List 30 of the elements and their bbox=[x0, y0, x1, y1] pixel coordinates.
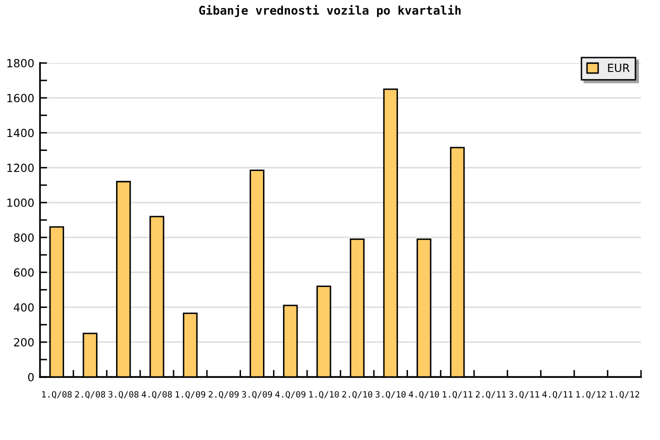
x-tick-label: 3.Q/10 bbox=[376, 391, 406, 399]
x-tick-label: 1.Q/12 bbox=[610, 391, 640, 399]
x-tick-label: 4.Q/11 bbox=[542, 391, 572, 399]
x-tick-label: 2.Q/09 bbox=[208, 391, 239, 399]
x-tick-label: 4.Q/09 bbox=[275, 391, 306, 399]
x-tick-label: 3.Q/08 bbox=[108, 391, 138, 399]
y-tick-label: 1200 bbox=[7, 164, 34, 172]
y-tick-label: 800 bbox=[14, 233, 34, 242]
x-tick-label: 2.Q/10 bbox=[342, 391, 372, 399]
y-tick-label: 1800 bbox=[7, 58, 34, 68]
x-tick-label: 4.Q/10 bbox=[408, 391, 439, 399]
x-tick-label: 4.Q/08 bbox=[142, 391, 172, 399]
x-tick-label: 3.Q/09 bbox=[242, 391, 272, 399]
x-tick-label: 2.Q/08 bbox=[75, 391, 106, 399]
x-tick-label: 1.Q/09 bbox=[176, 391, 206, 399]
y-tick-label: 1400 bbox=[7, 128, 34, 138]
x-tick-label: 1.Q/11 bbox=[442, 391, 472, 399]
y-tick-label: 600 bbox=[14, 268, 34, 277]
x-tick-label: 2.Q/11 bbox=[476, 391, 506, 399]
y-tick-label: 1000 bbox=[7, 198, 34, 207]
x-tick-label: 3.Q/11 bbox=[509, 391, 540, 399]
y-tick-label: 400 bbox=[14, 303, 34, 312]
y-tick-label: 0 bbox=[28, 372, 34, 382]
x-tick-label: 1.Q/10 bbox=[309, 391, 339, 399]
chart-title: Gibanje vrednosti vozila po kvartalih bbox=[199, 4, 461, 18]
y-tick-label: 1600 bbox=[7, 94, 34, 102]
x-tick-label: 1.Q/12 bbox=[576, 391, 606, 399]
y-tick-label: 200 bbox=[14, 338, 34, 346]
x-tick-label: 1.Q/08 bbox=[42, 391, 72, 399]
legend-label: EUR bbox=[608, 64, 630, 72]
